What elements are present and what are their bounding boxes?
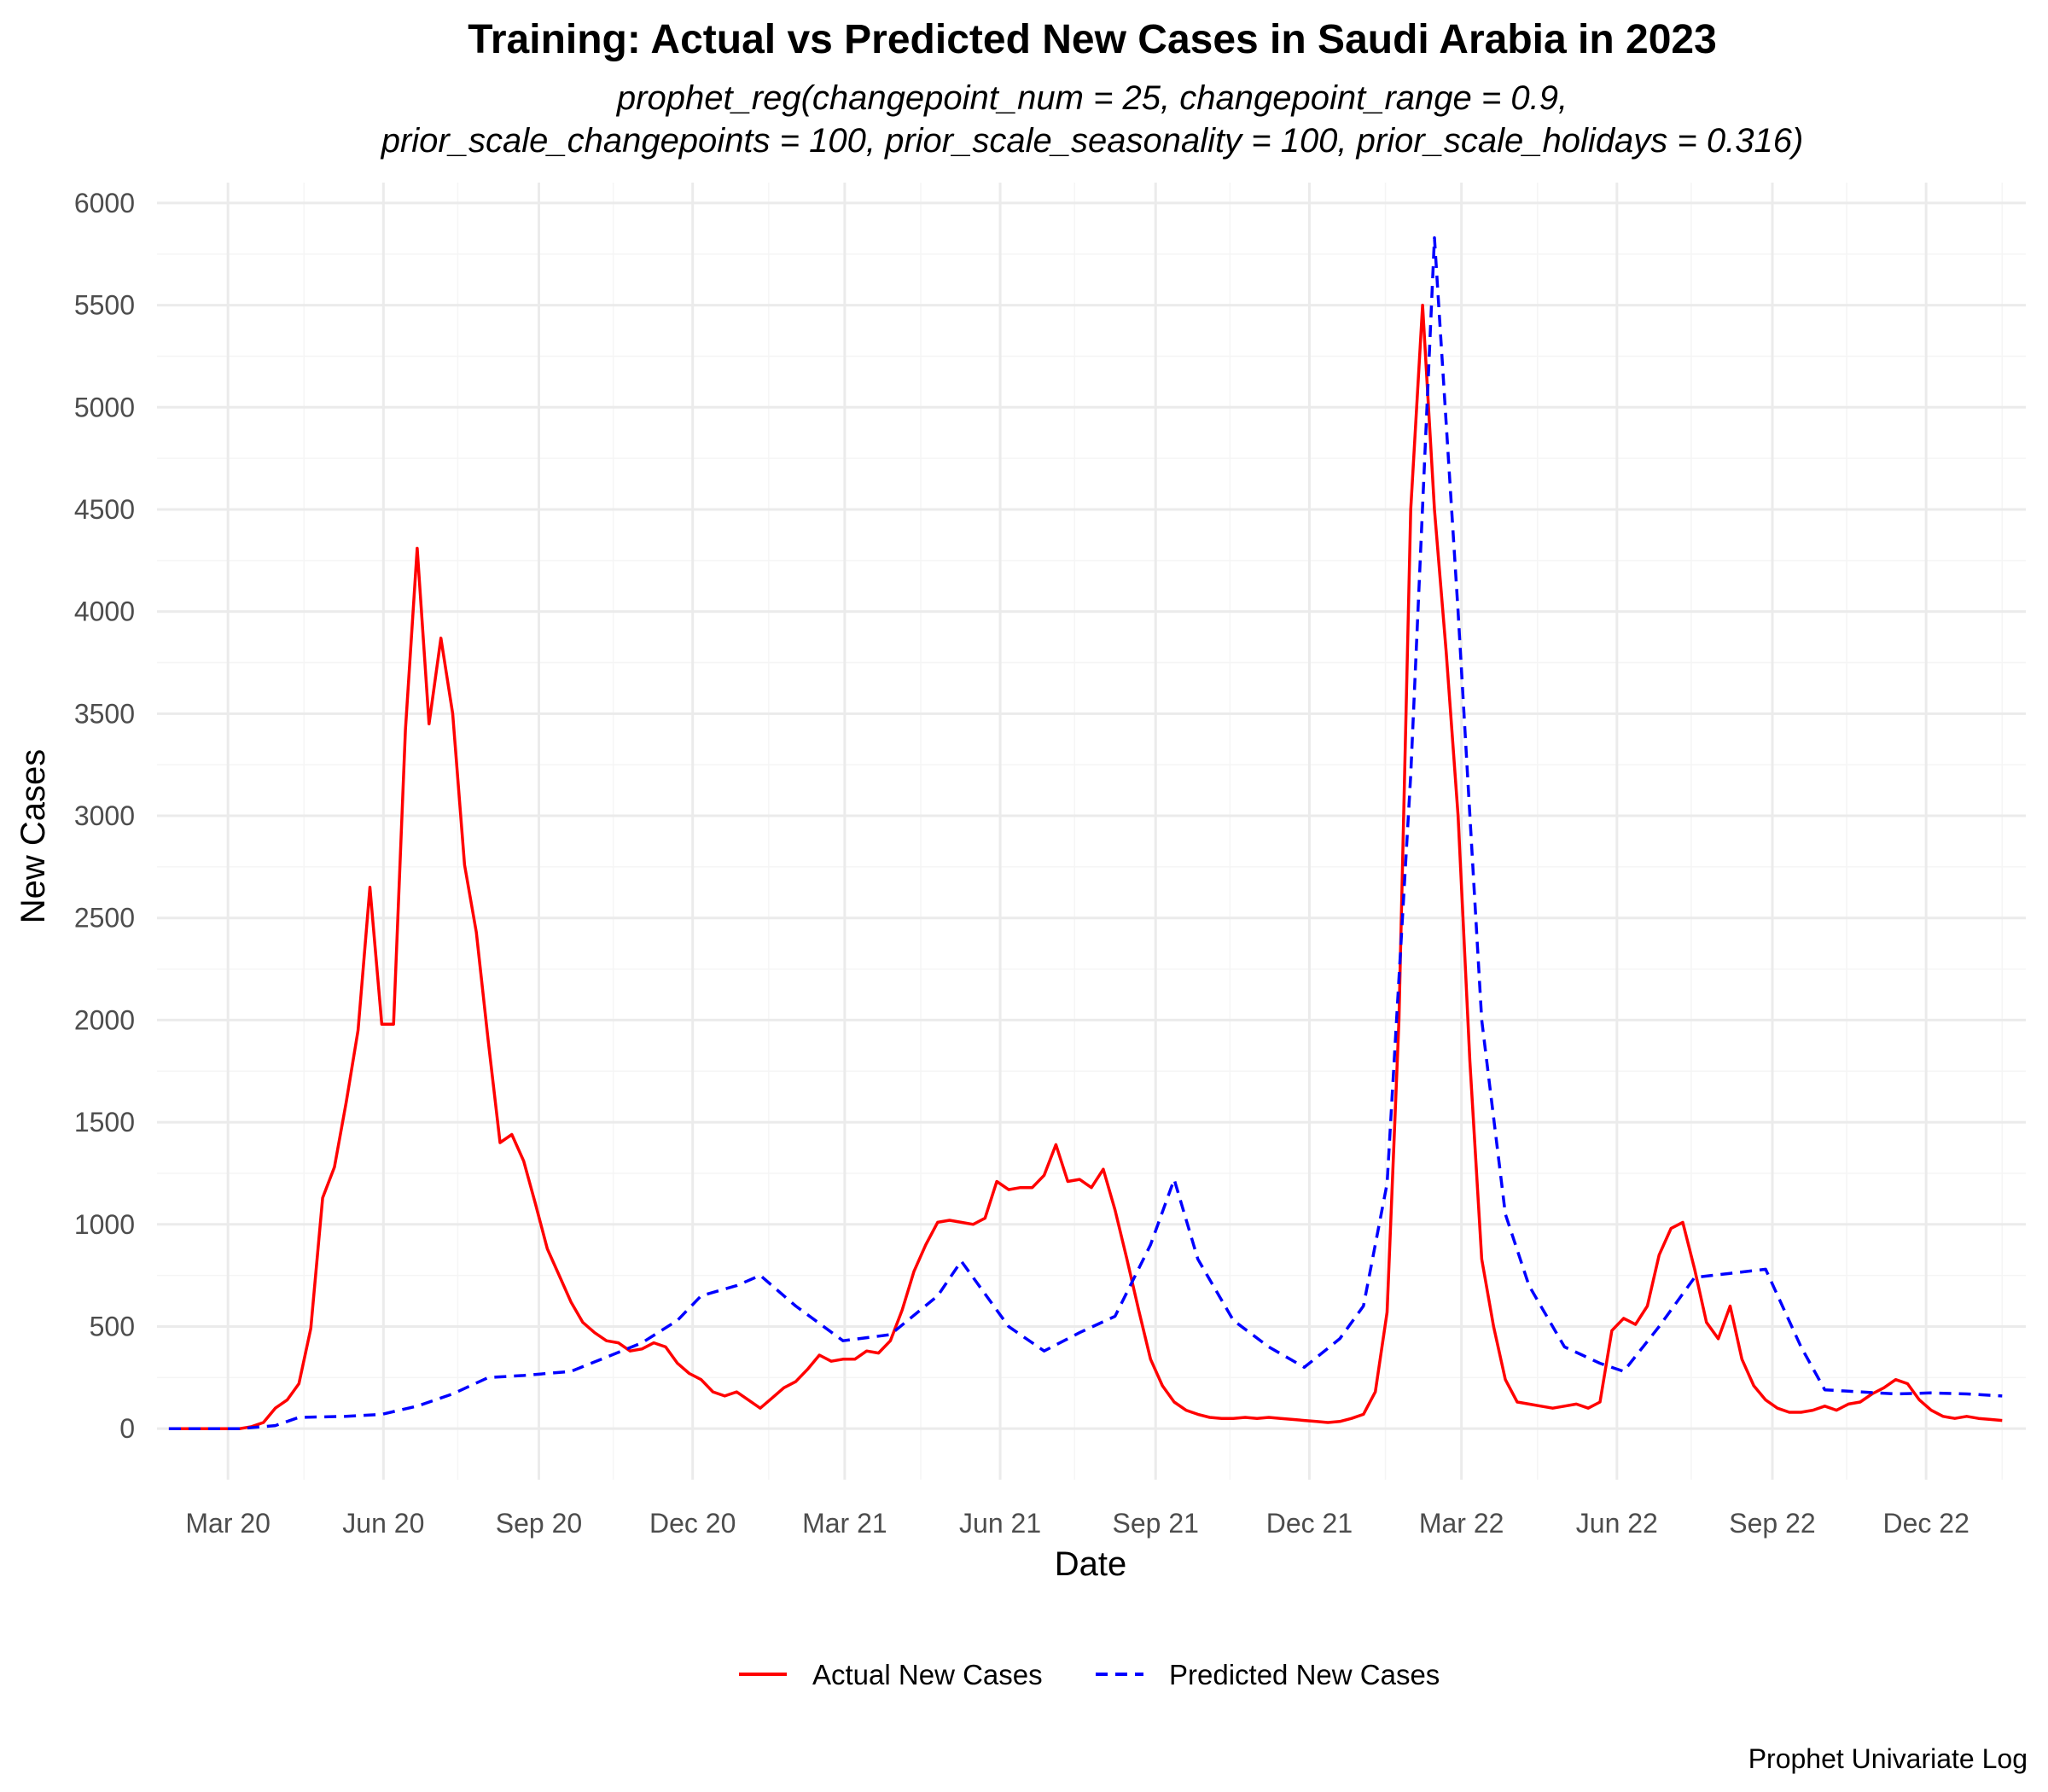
x-tick-label: Jun 22	[1576, 1508, 1658, 1539]
y-tick-label: 5500	[74, 290, 135, 321]
y-tick-label: 1000	[74, 1209, 135, 1240]
y-axis-title: New Cases	[15, 749, 52, 924]
x-tick-label: Dec 22	[1882, 1508, 1969, 1539]
y-tick-label: 3000	[74, 800, 135, 831]
legend-label-actual: Actual New Cases	[812, 1659, 1043, 1690]
y-tick-label: 6000	[74, 188, 135, 218]
x-tick-label: Mar 20	[185, 1508, 271, 1539]
x-tick-label: Jun 21	[959, 1508, 1041, 1539]
x-tick-label: Dec 21	[1266, 1508, 1353, 1539]
x-tick-label: Jun 20	[342, 1508, 424, 1539]
x-tick-label: Sep 21	[1113, 1508, 1199, 1539]
x-tick-label: Dec 20	[649, 1508, 736, 1539]
x-tick-label: Mar 22	[1419, 1508, 1504, 1539]
y-tick-label: 500	[90, 1311, 135, 1341]
legend-label-predicted: Predicted New Cases	[1169, 1659, 1440, 1690]
series-line-predicted	[168, 236, 2003, 1430]
y-axis-ticks: 0 500 1000 1500 2000 2500 3000 3500 4000 4500 5000…	[74, 188, 135, 1444]
x-axis-ticks: Mar 20 Jun 20 Sep 20 Dec 20 Mar 21 Jun 21 Sep …	[185, 1508, 1969, 1539]
chart-caption: Prophet Univariate Log	[1748, 1743, 2028, 1774]
y-tick-label: 5000	[74, 392, 135, 422]
x-tick-label: Sep 20	[496, 1508, 582, 1539]
y-tick-label: 1500	[74, 1107, 135, 1137]
y-tick-label: 0	[119, 1413, 135, 1444]
y-tick-label: 2000	[74, 1004, 135, 1035]
y-tick-label: 3500	[74, 698, 135, 729]
y-tick-label: 4000	[74, 596, 135, 627]
y-tick-label: 2500	[74, 903, 135, 934]
series-layer	[168, 236, 2003, 1430]
x-axis-title: Date	[1055, 1545, 1127, 1583]
chart-title: Training: Actual vs Predicted New Cases …	[468, 17, 1717, 62]
x-tick-label: Mar 21	[802, 1508, 887, 1539]
grid	[157, 183, 2026, 1480]
y-tick-label: 4500	[74, 494, 135, 525]
x-tick-label: Sep 22	[1729, 1508, 1815, 1539]
series-line-actual	[168, 303, 2003, 1430]
chart-subtitle-line-1: prophet_reg(changepoint_num = 25, change…	[616, 79, 1568, 117]
chart-subtitle-line-2: prior_scale_changepoints = 100, prior_sc…	[381, 122, 1804, 160]
legend: Actual New Cases Predicted New Cases	[739, 1659, 1440, 1690]
